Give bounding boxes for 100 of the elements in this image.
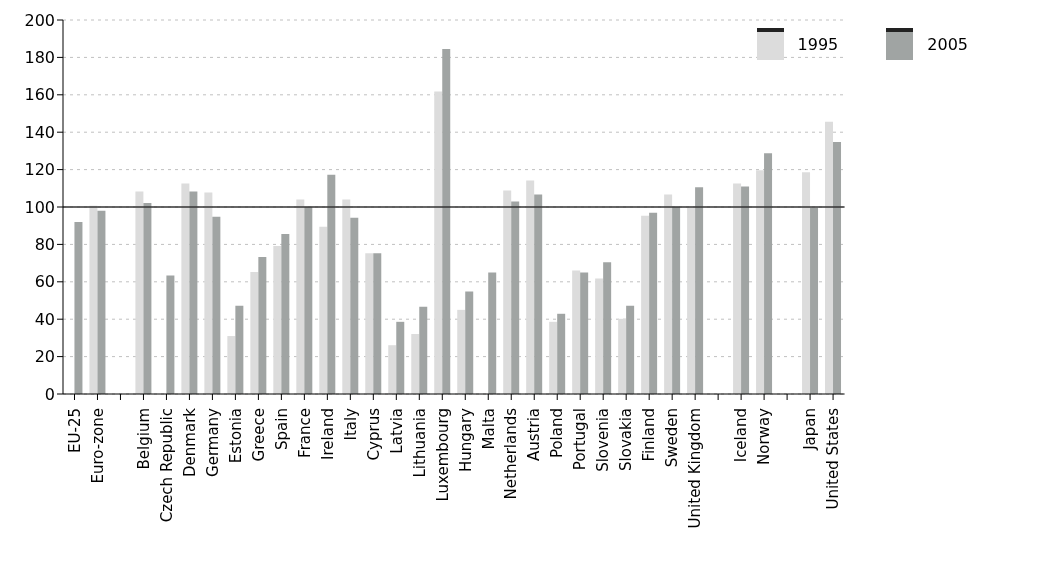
bar xyxy=(465,291,474,394)
x-tick-label: Iceland xyxy=(732,408,751,463)
x-tick-label: Estonia xyxy=(226,408,245,464)
bar xyxy=(327,174,336,394)
bar xyxy=(756,170,765,394)
legend-label: 2005 xyxy=(927,34,968,54)
bar xyxy=(733,183,742,394)
bar xyxy=(250,272,259,394)
y-tick-label: 160 xyxy=(24,85,55,105)
x-tick-label: Norway xyxy=(755,407,774,465)
bar xyxy=(342,199,351,394)
bar xyxy=(373,253,382,394)
bar xyxy=(273,246,282,394)
bar xyxy=(411,333,420,394)
bar xyxy=(419,306,428,394)
bar xyxy=(603,262,612,394)
bar xyxy=(741,186,750,394)
bar xyxy=(74,221,83,394)
x-tick-label: United States xyxy=(824,407,843,510)
bar xyxy=(549,321,558,394)
x-tick-label: Netherlands xyxy=(502,407,521,500)
bar xyxy=(626,305,635,394)
x-tick-label: Japan xyxy=(801,408,820,451)
bar xyxy=(825,121,834,394)
bar xyxy=(810,207,819,394)
y-tick-label: 0 xyxy=(44,384,55,404)
bar xyxy=(488,272,497,394)
bar xyxy=(365,253,374,394)
x-tick-label: Italy xyxy=(341,407,360,441)
x-tick-label: France xyxy=(295,408,314,458)
bar xyxy=(557,313,566,394)
bar xyxy=(89,205,98,394)
bar xyxy=(135,191,144,394)
y-tick-label: 80 xyxy=(34,235,55,255)
bar xyxy=(258,257,267,394)
bar xyxy=(189,191,198,394)
bar xyxy=(442,48,451,394)
y-tick-label: 60 xyxy=(34,272,55,292)
bar xyxy=(166,275,175,394)
bar xyxy=(97,210,106,394)
x-tick-label: Luxembourg xyxy=(433,408,452,502)
bar xyxy=(695,187,704,394)
x-tick-label: Germany xyxy=(203,407,222,477)
bar xyxy=(534,194,543,394)
bar xyxy=(672,206,681,394)
y-tick-label: 140 xyxy=(24,122,55,142)
bar xyxy=(687,207,696,394)
bar xyxy=(641,215,650,394)
y-tick-label: 120 xyxy=(24,160,55,180)
bar xyxy=(649,212,658,394)
bar xyxy=(296,199,305,394)
x-tick-label: Czech Republic xyxy=(157,408,176,523)
y-tick-label: 200 xyxy=(24,10,55,30)
x-tick-label: Slovakia xyxy=(617,408,636,471)
x-tick-label: Cyprus xyxy=(364,407,383,461)
x-tick-label: Latvia xyxy=(387,408,406,454)
bar xyxy=(802,172,811,394)
x-tick-label: Euro-zone xyxy=(88,408,107,484)
y-tick-label: 100 xyxy=(24,197,55,217)
x-tick-label: Sweden xyxy=(663,408,682,468)
x-tick-label: United Kingdom xyxy=(686,408,705,529)
bar xyxy=(350,217,359,394)
x-tick-label: Slovenia xyxy=(594,408,613,472)
x-tick-label: Poland xyxy=(548,408,567,459)
x-tick-label: Ireland xyxy=(318,408,337,460)
x-tick-label: EU-25 xyxy=(65,408,84,453)
x-tick-label: Hungary xyxy=(456,407,475,473)
bar xyxy=(511,201,520,394)
x-tick-label: Denmark xyxy=(180,407,199,477)
bar xyxy=(572,270,581,394)
bar xyxy=(457,309,466,394)
bar xyxy=(181,183,190,394)
bar xyxy=(580,272,589,394)
bar xyxy=(764,153,773,394)
x-tick-label: Portugal xyxy=(571,408,590,471)
bar xyxy=(143,202,152,394)
y-tick-label: 40 xyxy=(34,309,55,329)
bar xyxy=(212,216,221,394)
bar xyxy=(227,336,236,394)
x-tick-label: Lithuania xyxy=(410,408,429,478)
bar xyxy=(204,192,213,394)
bar xyxy=(833,141,842,394)
x-tick-label: Finland xyxy=(640,408,659,462)
x-tick-label: Belgium xyxy=(134,408,153,470)
bar xyxy=(618,318,627,394)
bar xyxy=(434,91,443,394)
x-tick-label: Greece xyxy=(249,408,268,462)
bar xyxy=(304,206,313,394)
x-tick-label: Austria xyxy=(525,408,544,461)
bar xyxy=(388,345,397,394)
bar xyxy=(595,278,604,394)
bar xyxy=(503,190,512,394)
y-tick-label: 20 xyxy=(34,347,55,367)
legend-label: 1995 xyxy=(797,34,839,54)
y-tick-label: 180 xyxy=(24,48,55,68)
bar xyxy=(526,180,535,394)
bar xyxy=(281,233,290,394)
x-tick-label: Malta xyxy=(479,408,498,450)
bar xyxy=(319,226,328,394)
bar xyxy=(235,305,244,394)
